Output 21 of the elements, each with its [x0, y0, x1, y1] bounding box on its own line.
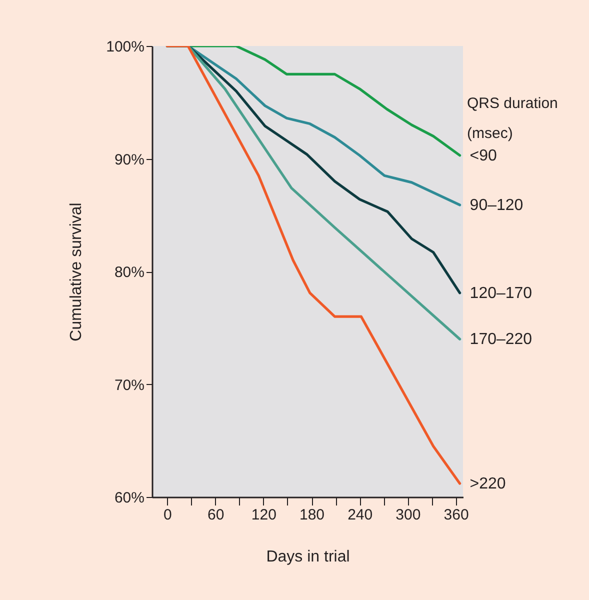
series-label: >220 — [470, 475, 506, 492]
y-tick-label: 90% — [114, 151, 144, 168]
series-label: 90–120 — [470, 196, 524, 214]
line-series — [166, 46, 462, 485]
x-tick-label: 0 — [164, 506, 172, 524]
x-tick-label: 120 — [251, 506, 276, 524]
x-tick-label: 180 — [299, 506, 325, 524]
series-label: 170–220 — [470, 331, 532, 348]
y-tick-label: 80% — [114, 264, 144, 281]
x-tick-label: 240 — [348, 506, 373, 524]
series-label: 120–170 — [470, 284, 532, 302]
x-axis-title: Days in trial — [266, 548, 350, 566]
y-tick-label: 60% — [114, 490, 144, 506]
y-axis-title: Cumulative survival — [68, 202, 86, 342]
legend-title: QRS duration (msec) — [467, 95, 558, 142]
x-tick-label: 300 — [396, 506, 421, 524]
x-tick-label: 360 — [444, 506, 469, 524]
y-tick-label: 100% — [106, 38, 144, 56]
series-label: <90 — [470, 147, 498, 164]
x-tick-label: 60 — [207, 506, 224, 524]
y-tick-label: 70% — [114, 376, 144, 394]
